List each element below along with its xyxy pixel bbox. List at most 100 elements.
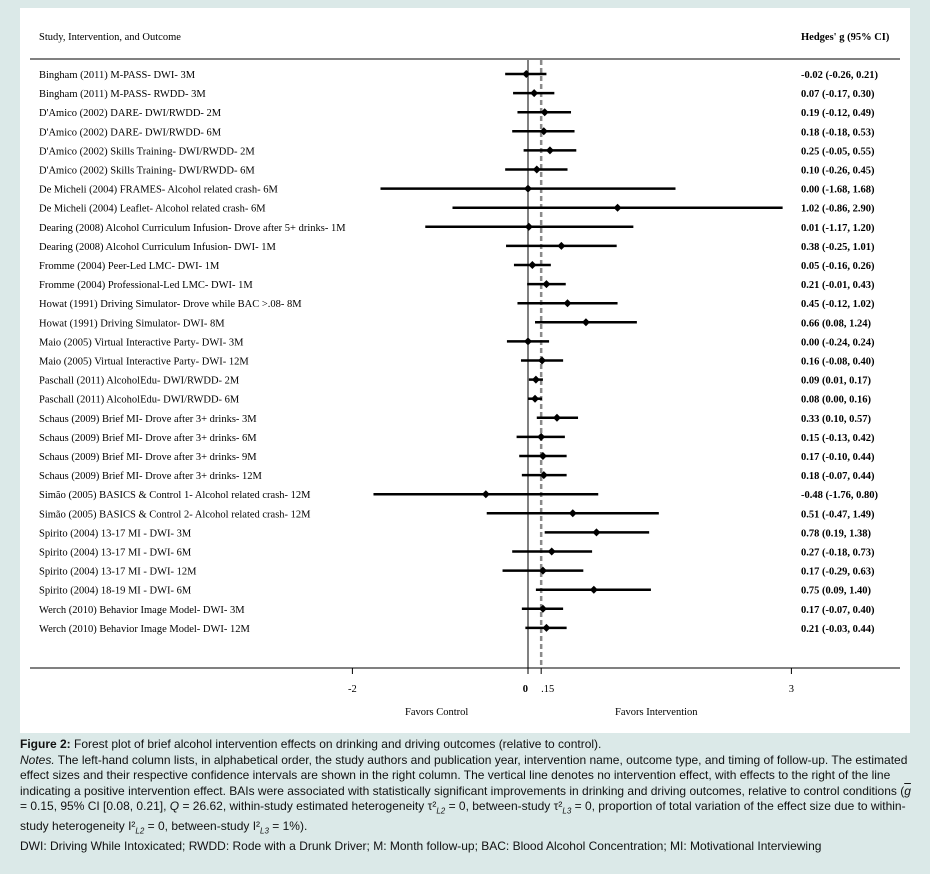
effect-marker (532, 165, 541, 174)
q-symbol: Q (169, 799, 180, 813)
figure-panel: Study, Intervention, and Outcome Hedges'… (20, 8, 910, 733)
effect-marker (481, 490, 490, 499)
notes-text-2: = 0.15, 95% CI [0.08, 0.21], (20, 799, 170, 813)
effect-marker (563, 299, 572, 308)
effect-ci-label: 0.07 (-0.17, 0.30) (801, 89, 875, 100)
effect-marker (522, 70, 531, 78)
effect-ci-label: 0.21 (-0.01, 0.43) (801, 280, 875, 291)
effect-marker (592, 528, 601, 537)
caption-abbreviations: DWI: Driving While Intoxicated; RWDD: Ro… (20, 838, 822, 853)
effect-marker (538, 356, 547, 365)
effect-marker (542, 623, 551, 632)
header-left: Study, Intervention, and Outcome (39, 32, 181, 43)
x-tick-label: 3 (789, 684, 794, 695)
effect-marker (524, 184, 532, 193)
study-label: Spirito (2004) 18-19 MI - DWI- 6M (39, 586, 192, 597)
caption-notes: Notes. The left-hand column lists, in al… (20, 753, 912, 839)
study-label: Spirito (2004) 13-17 MI - DWI- 12M (39, 567, 197, 578)
effect-ci-label: 0.08 (0.00, 0.16) (801, 395, 871, 406)
effect-ci-label: -0.48 (-1.76, 0.80) (801, 490, 878, 501)
study-label: Bingham (2011) M-PASS- RWDD- 3M (39, 89, 206, 100)
study-label: Bingham (2011) M-PASS- DWI- 3M (39, 70, 196, 81)
study-label: Schaus (2009) Brief MI- Drove after 3+ d… (39, 452, 257, 463)
study-label: Dearing (2008) Alcohol Curriculum Infusi… (39, 223, 346, 234)
study-label: De Micheli (2004) FRAMES- Alcohol relate… (39, 185, 278, 196)
notes-text-6: = 0, between-study I² (144, 818, 261, 833)
effect-ci-label: 0.16 (-0.08, 0.40) (801, 357, 875, 368)
effect-marker (537, 432, 546, 441)
g-symbol: g (904, 783, 911, 798)
study-label: Simão (2005) BASICS & Control 1- Alcohol… (39, 490, 311, 501)
figure-label: Figure 2: (20, 737, 71, 751)
effect-ci-label: 0.05 (-0.16, 0.26) (801, 261, 875, 272)
notes-text-5: = 0, proportion of total variation of th… (20, 799, 906, 833)
effect-ci-label: 0.00 (-1.68, 1.68) (801, 185, 875, 196)
study-label: Schaus (2009) Brief MI- Drove after 3+ d… (39, 414, 257, 425)
effect-ci-label: 0.18 (-0.18, 0.53) (801, 127, 875, 138)
study-label: Dearing (2008) Alcohol Curriculum Infusi… (39, 242, 276, 253)
study-label: Schaus (2009) Brief MI- Drove after 3+ d… (39, 433, 257, 444)
effect-marker (589, 585, 598, 594)
effect-ci-label: 0.19 (-0.12, 0.49) (801, 108, 875, 119)
effect-marker (538, 604, 547, 613)
effect-ci-label: 0.25 (-0.05, 0.55) (801, 146, 875, 157)
effect-marker (568, 509, 577, 518)
effect-ci-label: 0.09 (0.01, 0.17) (801, 376, 871, 387)
effect-marker (531, 375, 540, 384)
effect-ci-label: 0.01 (-1.17, 1.20) (801, 223, 875, 234)
effect-ci-label: 1.02 (-0.86, 2.90) (801, 204, 875, 215)
x-tick-label: 0 (523, 684, 528, 695)
favors-control-label: Favors Control (405, 707, 468, 718)
sub-l3: L3 (562, 806, 572, 816)
sub-l2: L2 (436, 806, 446, 816)
effect-marker (524, 222, 533, 231)
study-label: D'Amico (2002) DARE- DWI/RWDD- 6M (39, 127, 222, 138)
forest-plot: Study, Intervention, and Outcome Hedges'… (30, 32, 900, 718)
effect-ci-label: 0.17 (-0.29, 0.63) (801, 567, 875, 578)
study-label: Spirito (2004) 13-17 MI - DWI- 6M (39, 548, 192, 559)
study-label: D'Amico (2002) DARE- DWI/RWDD- 2M (39, 108, 222, 119)
effect-ci-label: 0.33 (0.10, 0.57) (801, 414, 871, 425)
study-label: Werch (2010) Behavior Image Model- DWI- … (39, 624, 250, 635)
effect-marker (539, 127, 548, 136)
effect-ci-label: 0.18 (-0.07, 0.44) (801, 471, 875, 482)
sub-l2-b: L2 (135, 826, 145, 836)
study-label: Maio (2005) Virtual Interactive Party- D… (39, 357, 249, 368)
study-label: Spirito (2004) 13-17 MI - DWI- 3M (39, 528, 192, 539)
study-label: De Micheli (2004) Leaflet- Alcohol relat… (39, 204, 266, 215)
study-label: Paschall (2011) AlcoholEdu- DWI/RWDD- 2M (39, 376, 240, 387)
header-right: Hedges' g (95% CI) (801, 32, 890, 43)
effect-marker (539, 471, 548, 480)
effect-ci-label: 0.78 (0.19, 1.38) (801, 528, 871, 539)
effect-ci-label: 0.15 (-0.13, 0.42) (801, 433, 875, 444)
study-label: D'Amico (2002) Skills Training- DWI/RWDD… (39, 146, 255, 157)
favors-intervention-label: Favors Intervention (615, 707, 698, 718)
x-tick-label: .15 (541, 684, 554, 695)
effect-ci-label: 0.51 (-0.47, 1.49) (801, 509, 875, 520)
effect-ci-label: 0.38 (-0.25, 1.01) (801, 242, 875, 253)
notes-text-7: = 1%). (268, 818, 308, 833)
study-label: Maio (2005) Virtual Interactive Party- D… (39, 337, 244, 348)
study-label: Paschall (2011) AlcoholEdu- DWI/RWDD- 6M (39, 395, 240, 406)
effect-marker (542, 280, 551, 289)
effect-marker (531, 394, 540, 403)
notes-text-1: The left-hand column lists, in alphabeti… (20, 752, 908, 798)
figure-caption: Figure 2: Forest plot of brief alcohol i… (20, 737, 912, 854)
effect-marker (547, 547, 556, 556)
notes-text-3: = 26.62, within-study estimated heteroge… (179, 799, 437, 813)
effect-ci-label: 0.27 (-0.18, 0.73) (801, 548, 875, 559)
effect-ci-label: 0.45 (-0.12, 1.02) (801, 299, 875, 310)
study-label: Werch (2010) Behavior Image Model- DWI- … (39, 605, 245, 616)
notes-label: Notes. (20, 752, 55, 767)
effect-ci-label: 0.66 (0.08, 1.24) (801, 318, 871, 329)
effect-marker (528, 261, 537, 269)
effect-ci-label: 0.10 (-0.26, 0.45) (801, 166, 875, 177)
effect-marker (557, 241, 566, 250)
effect-marker (581, 318, 590, 327)
effect-marker (538, 566, 547, 575)
caption-title: Figure 2: Forest plot of brief alcohol i… (20, 737, 912, 753)
effect-marker (545, 146, 554, 155)
effect-ci-label: 0.17 (-0.07, 0.40) (801, 605, 875, 616)
notes-text-4: = 0, between-study τ² (445, 799, 563, 813)
effect-ci-label: 0.75 (0.09, 1.40) (801, 586, 871, 597)
